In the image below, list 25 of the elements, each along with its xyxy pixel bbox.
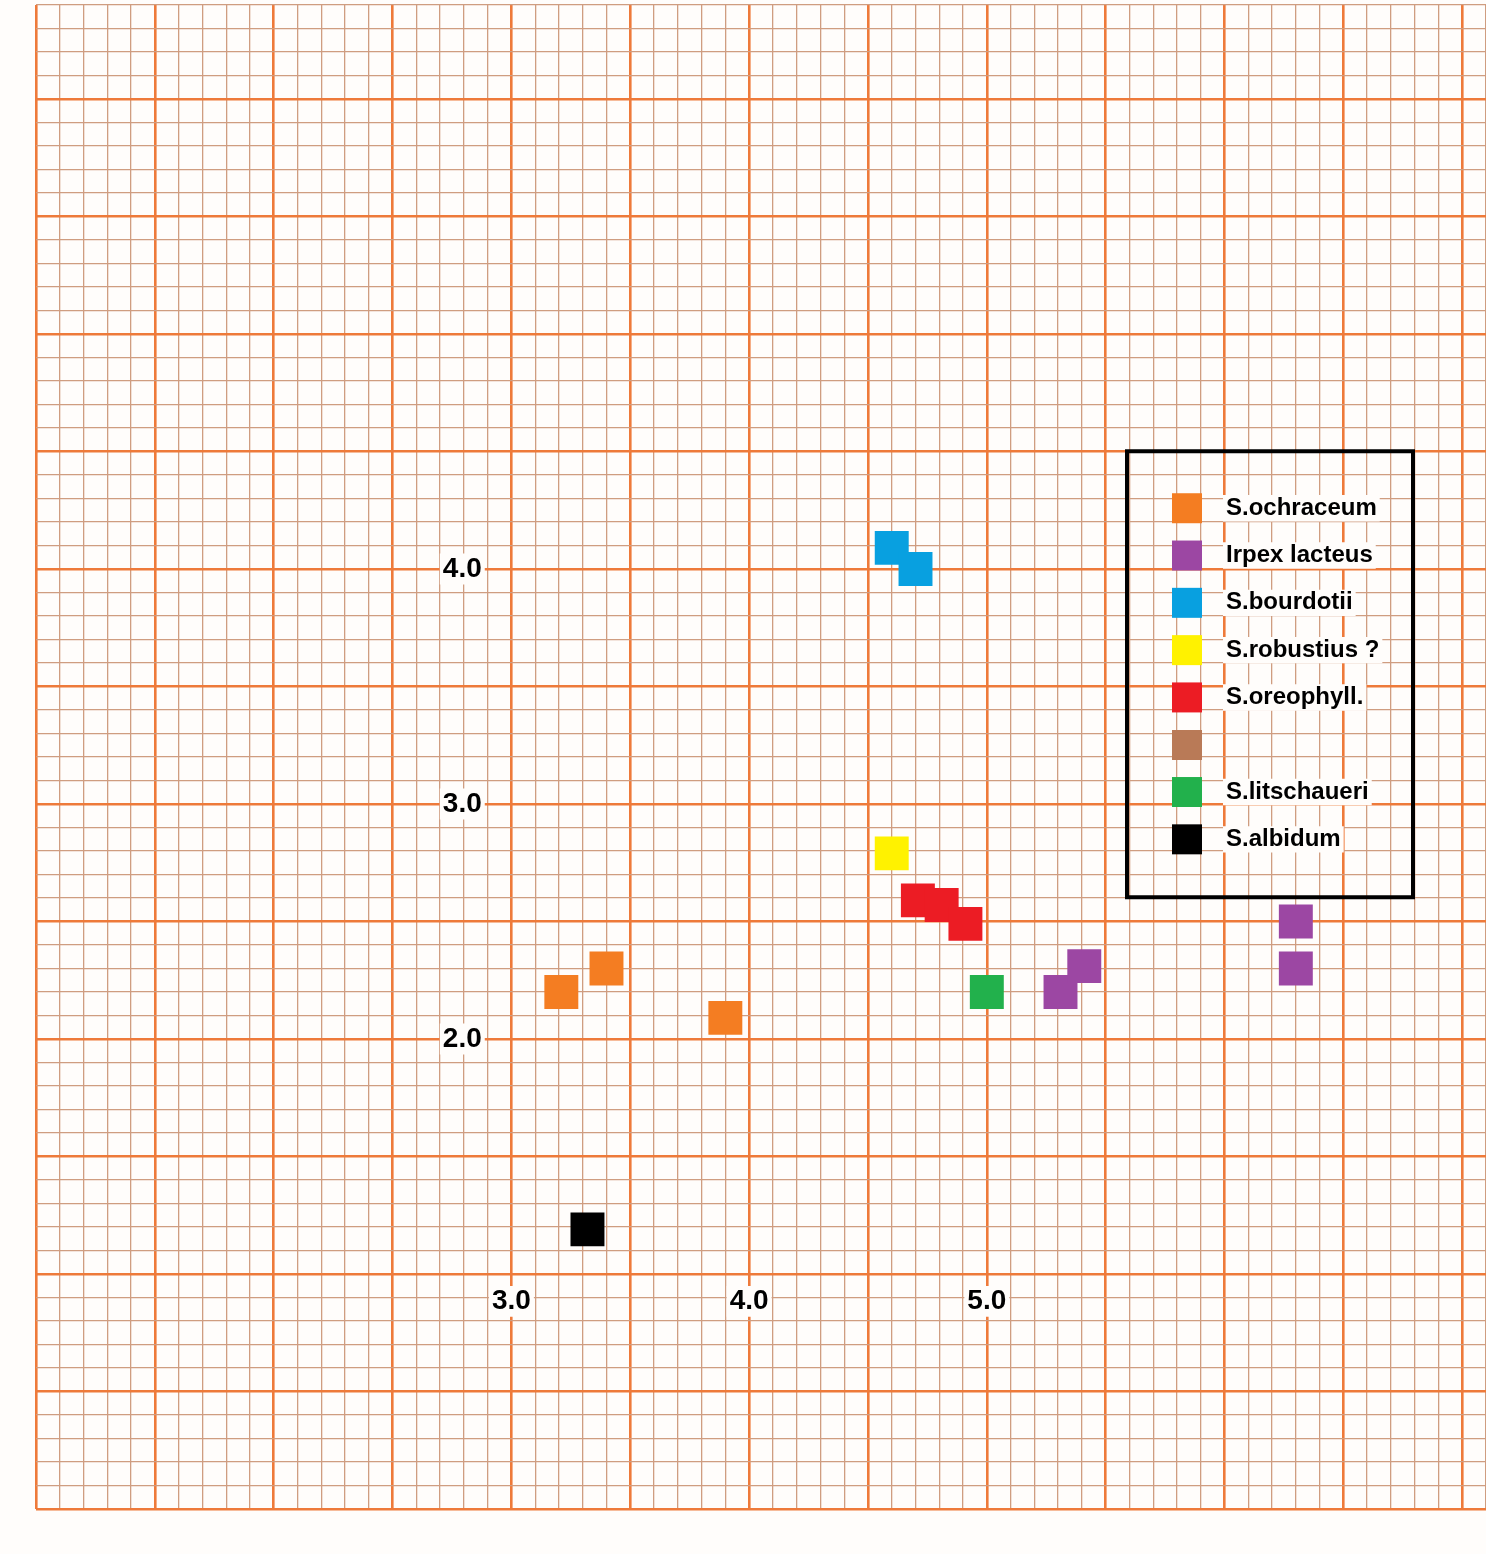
legend-label: Irpex lacteus — [1226, 540, 1373, 568]
point — [1278, 951, 1313, 986]
point — [898, 552, 933, 586]
x-tick-label: 5.0 — [967, 1284, 1007, 1316]
legend-label: S.albidum — [1226, 823, 1341, 851]
point — [969, 975, 1004, 1009]
legend-label: S.robustius ? — [1226, 634, 1380, 662]
point — [589, 951, 624, 986]
point — [544, 975, 579, 1009]
point — [1043, 975, 1078, 1009]
legend-label: S.litschaueri — [1226, 776, 1369, 804]
y-tick-label: 4.0 — [442, 551, 482, 583]
point — [874, 836, 909, 871]
legend-label: S.ochraceum — [1226, 492, 1377, 520]
x-tick-label: 4.0 — [729, 1284, 769, 1316]
legend-label: S.oreophyll. — [1226, 682, 1364, 710]
point — [570, 1212, 605, 1247]
y-tick-label: 2.0 — [442, 1021, 482, 1053]
y-tick-label: 3.0 — [442, 786, 482, 818]
point — [1278, 904, 1313, 939]
point — [1067, 949, 1102, 984]
point — [708, 1000, 743, 1035]
point — [948, 906, 983, 941]
x-tick-label: 3.0 — [491, 1284, 531, 1316]
legend-label: S.bourdotii — [1226, 587, 1353, 615]
